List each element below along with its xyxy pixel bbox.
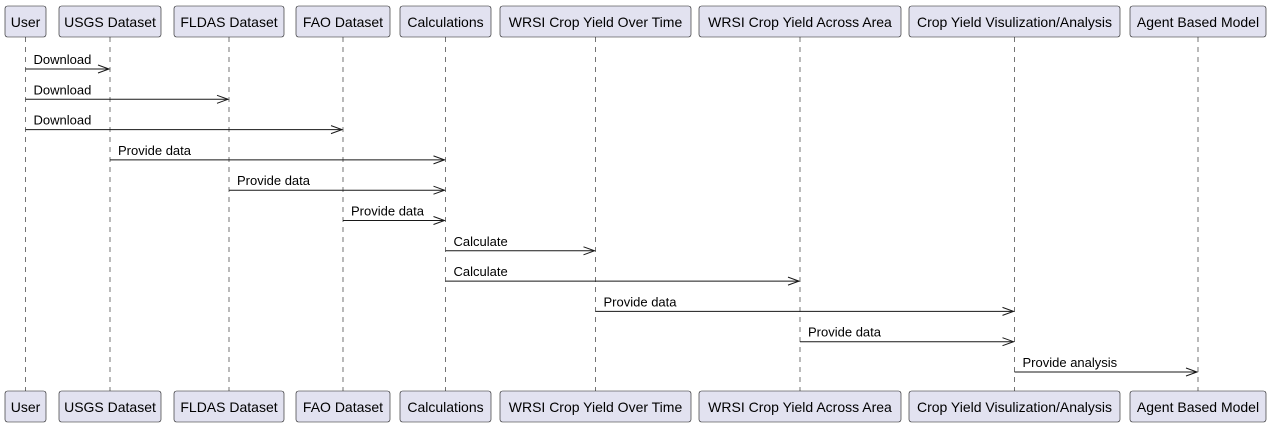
participant-box xyxy=(698,5,902,38)
arrowhead-icon xyxy=(433,216,446,225)
participant-label: FLDAS Dataset xyxy=(180,399,277,415)
participant-footer-row: User USGS Dataset FLDAS Dataset FAO Dataset… xyxy=(4,390,1267,423)
arrowhead-icon xyxy=(1185,367,1199,377)
message-label: Download xyxy=(34,82,92,97)
message-label: Provide data xyxy=(604,294,678,309)
arrowhead-icon xyxy=(330,125,344,135)
message-label: Provide data xyxy=(808,325,882,340)
participant-box-bottom-wrsi-crop-yield-over-time: WRSI Crop Yield Over Time xyxy=(499,390,692,423)
participant-box-top-fao-dataset: FAO Dataset xyxy=(295,5,391,38)
participant-label: WRSI Crop Yield Over Time xyxy=(509,14,683,30)
participant-box xyxy=(1129,390,1267,423)
participant-box-top-calculations: Calculations xyxy=(399,5,492,38)
participant-label: FAO Dataset xyxy=(303,399,383,415)
participant-box xyxy=(399,5,492,38)
message-9: Provide data xyxy=(595,294,1015,316)
message-3: Download xyxy=(25,113,344,135)
participant-label: FAO Dataset xyxy=(303,14,383,30)
participant-label: WRSI Crop Yield Across Area xyxy=(708,14,892,30)
participant-box xyxy=(499,390,692,423)
participant-box-bottom-user: User xyxy=(4,390,47,423)
participant-box-bottom-usgs-dataset: USGS Dataset xyxy=(58,390,162,423)
participant-label: Agent Based Model xyxy=(1137,14,1259,30)
arrowhead-icon xyxy=(787,276,801,286)
participant-box xyxy=(58,390,162,423)
participant-box-top-wrsi-crop-yield-across-area: WRSI Crop Yield Across Area xyxy=(698,5,902,38)
participant-box-top-user: User xyxy=(4,5,47,38)
message-1: Download xyxy=(25,52,111,74)
participant-label: FLDAS Dataset xyxy=(180,14,277,30)
message-label: Provide data xyxy=(118,143,192,158)
message-4: Provide data xyxy=(110,143,446,165)
participant-box-bottom-agent-based-model: Agent Based Model xyxy=(1129,390,1267,423)
participant-label: Crop Yield Visulization/Analysis xyxy=(917,14,1112,30)
message-label: Calculate xyxy=(454,234,508,249)
participant-box xyxy=(295,5,391,38)
message-7: Calculate xyxy=(445,234,596,256)
participant-label: WRSI Crop Yield Across Area xyxy=(708,399,892,415)
participant-box xyxy=(399,390,492,423)
message-8: Calculate xyxy=(445,264,801,286)
arrowhead-icon xyxy=(97,64,111,74)
participant-label: User xyxy=(11,14,41,30)
message-label: Provide data xyxy=(237,173,311,188)
arrowhead-icon xyxy=(216,94,230,104)
participant-label: Agent Based Model xyxy=(1137,399,1259,415)
participant-label: WRSI Crop Yield Over Time xyxy=(509,399,683,415)
participant-label: User xyxy=(11,399,41,415)
participant-box-bottom-wrsi-crop-yield-across-area: WRSI Crop Yield Across Area xyxy=(698,390,902,423)
participant-box xyxy=(173,390,285,423)
participant-box xyxy=(173,5,285,38)
message-11: Provide analysis xyxy=(1014,355,1199,377)
participant-box-bottom-fao-dataset: FAO Dataset xyxy=(295,390,391,423)
participant-box xyxy=(698,390,902,423)
participant-label: Calculations xyxy=(407,14,483,30)
arrowhead-icon xyxy=(433,155,446,165)
message-2: Download xyxy=(25,82,230,104)
arrowhead-icon xyxy=(1002,337,1015,347)
message-10: Provide data xyxy=(800,325,1015,347)
participant-box xyxy=(4,5,47,38)
lifelines xyxy=(25,37,1199,391)
message-label: Provide analysis xyxy=(1023,355,1118,370)
participant-header-row: User USGS Dataset FLDAS Dataset FAO Dataset… xyxy=(4,5,1267,38)
participant-label: USGS Dataset xyxy=(64,399,156,415)
participant-box-top-usgs-dataset: USGS Dataset xyxy=(58,5,162,38)
participant-box xyxy=(4,390,47,423)
participant-box xyxy=(295,390,391,423)
arrowhead-icon xyxy=(1002,306,1015,316)
participant-box-top-wrsi-crop-yield-over-time: WRSI Crop Yield Over Time xyxy=(499,5,692,38)
participant-box-top-fldas-dataset: FLDAS Dataset xyxy=(173,5,285,38)
arrowhead-icon xyxy=(583,246,596,256)
message-5: Provide data xyxy=(229,173,446,195)
participant-box xyxy=(58,5,162,38)
participant-label: USGS Dataset xyxy=(64,14,156,30)
arrowhead-icon xyxy=(433,185,446,195)
participant-box-top-agent-based-model: Agent Based Model xyxy=(1129,5,1267,38)
participant-label: Crop Yield Visulization/Analysis xyxy=(917,399,1112,415)
participant-box xyxy=(908,390,1121,423)
participant-box-bottom-crop-yield-visulization-analysis: Crop Yield Visulization/Analysis xyxy=(908,390,1121,423)
participant-box-top-crop-yield-visulization-analysis: Crop Yield Visulization/Analysis xyxy=(908,5,1121,38)
message-label: Download xyxy=(34,52,92,67)
message-label: Download xyxy=(34,113,92,128)
participant-label: Calculations xyxy=(407,399,483,415)
message-6: Provide data xyxy=(343,204,446,225)
participant-box-bottom-calculations: Calculations xyxy=(399,390,492,423)
participant-box xyxy=(499,5,692,38)
message-label: Provide data xyxy=(351,204,425,219)
message-label: Calculate xyxy=(454,264,508,279)
messages: Download Download Download Provide data Prov… xyxy=(25,52,1199,377)
participant-box-bottom-fldas-dataset: FLDAS Dataset xyxy=(173,390,285,423)
participant-box xyxy=(908,5,1121,38)
participant-box xyxy=(1129,5,1267,38)
